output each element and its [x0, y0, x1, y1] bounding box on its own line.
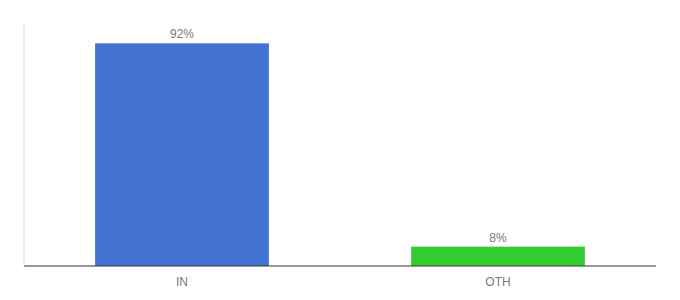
plot-area: 92% 8% IN OTH [24, 24, 656, 289]
chart-svg: 92% 8% IN OTH [0, 0, 680, 300]
x-tick-label: IN [176, 275, 188, 289]
x-tick-label: OTH [485, 275, 510, 289]
y-axis-line [24, 24, 25, 266]
data-label: 92% [170, 27, 194, 41]
data-label: 8% [489, 231, 507, 245]
bar [95, 43, 269, 266]
bars [95, 43, 585, 266]
chart-container: 92% 8% IN OTH [0, 0, 680, 300]
x-axis-line [24, 266, 656, 267]
bar [411, 247, 585, 266]
